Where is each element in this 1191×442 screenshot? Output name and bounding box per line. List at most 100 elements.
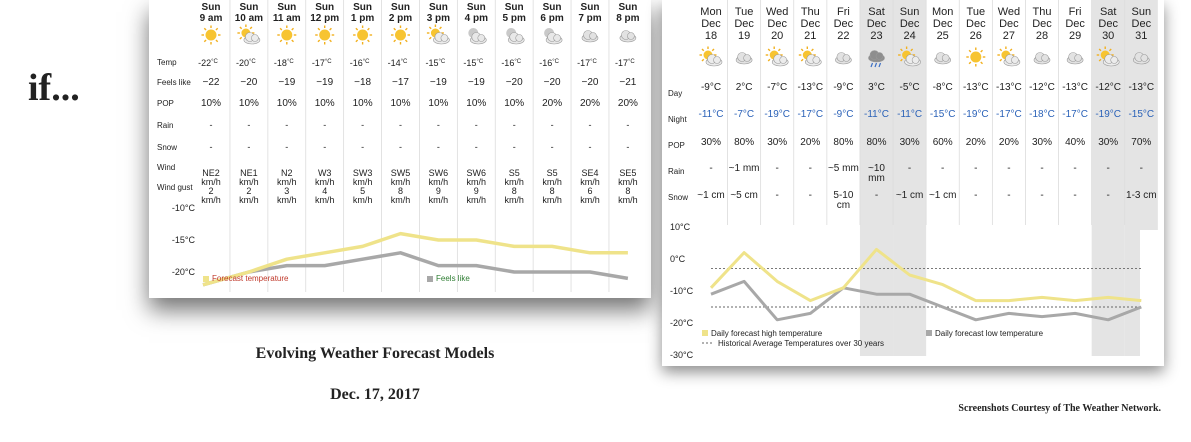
rain-unit: mm bbox=[868, 173, 885, 184]
night-temp-value: -17°C bbox=[797, 109, 823, 120]
pop-value: 30% bbox=[701, 137, 721, 148]
rain-value: - bbox=[626, 120, 629, 130]
temp-value: -17°C bbox=[577, 58, 597, 68]
y-tick-label: -20°C bbox=[670, 318, 694, 328]
month-label: Dec bbox=[1032, 18, 1052, 30]
feels-like-value: −19 bbox=[316, 77, 333, 88]
hour-day-label: Sun bbox=[618, 2, 637, 13]
snow-value: - bbox=[247, 142, 250, 152]
night-temp-value: -18°C bbox=[1029, 109, 1055, 120]
rain-value: - bbox=[709, 163, 712, 174]
rain-value: - bbox=[210, 120, 213, 130]
if-text: if... bbox=[28, 67, 80, 109]
forecast-temperature-line bbox=[202, 231, 628, 287]
month-label: Dec bbox=[900, 18, 920, 30]
date-label: 30 bbox=[1102, 30, 1114, 42]
snow-value: ~1 cm bbox=[896, 190, 924, 201]
gust-value: 3 bbox=[284, 186, 289, 196]
chart-edge bbox=[1140, 230, 1164, 356]
rain-value: - bbox=[1107, 163, 1110, 174]
hour-time-label: 2 pm bbox=[389, 13, 412, 24]
cloud-icon bbox=[581, 30, 599, 43]
pop-value: 30% bbox=[767, 137, 787, 148]
sun-icon bbox=[201, 25, 221, 45]
month-label: Dec bbox=[1132, 18, 1152, 30]
rain-value: - bbox=[437, 120, 440, 130]
pop-value: 80% bbox=[734, 137, 754, 148]
pop-value: 10% bbox=[277, 98, 297, 109]
day-temp-value: -5°C bbox=[900, 82, 920, 93]
sun-cloud-icon bbox=[237, 24, 261, 45]
date-label: 23 bbox=[870, 30, 882, 42]
night-temp-value: -7°C bbox=[734, 109, 754, 120]
day-of-week-label: Mon bbox=[700, 6, 721, 18]
date-label: 27 bbox=[1003, 30, 1015, 42]
moon-cloud-icon bbox=[468, 28, 487, 45]
day-of-week-label: Sun bbox=[1132, 6, 1152, 18]
pop-value: 10% bbox=[353, 98, 373, 109]
wind-unit: km/h bbox=[467, 177, 487, 187]
rain-value: - bbox=[247, 120, 250, 130]
wind-value: SW5 bbox=[391, 168, 411, 178]
gust-value: 6 bbox=[587, 186, 592, 196]
rain-value: - bbox=[1007, 163, 1010, 174]
pop-value: 10% bbox=[428, 98, 448, 109]
pop-value: 10% bbox=[315, 98, 335, 109]
row-label: Rain bbox=[157, 121, 173, 130]
temp-value: -17°C bbox=[615, 58, 635, 68]
pop-value: 20% bbox=[800, 137, 820, 148]
wind-value: N2 bbox=[281, 168, 293, 178]
cloud-icon bbox=[934, 52, 952, 65]
hour-day-label: Sun bbox=[543, 2, 562, 13]
wind-value: S5 bbox=[547, 168, 558, 178]
wind-unit: km/h bbox=[277, 177, 297, 187]
wind-unit: km/h bbox=[504, 177, 524, 187]
row-label: Day bbox=[668, 89, 682, 98]
hour-time-label: 11 am bbox=[273, 13, 301, 24]
row-label: POP bbox=[157, 99, 174, 108]
day-temp-value: -9°C bbox=[833, 82, 853, 93]
cloud-icon bbox=[1066, 52, 1084, 65]
night-temp-value: -9°C bbox=[833, 109, 853, 120]
pop-value: 20% bbox=[999, 137, 1019, 148]
rain-value: - bbox=[908, 163, 911, 174]
hour-time-label: 1 pm bbox=[351, 13, 374, 24]
temp-value: -15°C bbox=[426, 58, 446, 68]
hour-day-label: Sun bbox=[467, 2, 486, 13]
snow-value: cm bbox=[837, 200, 850, 211]
y-tick-label: -15°C bbox=[172, 235, 196, 245]
snow-value: ~1 cm bbox=[929, 190, 957, 201]
rain-value: - bbox=[589, 120, 592, 130]
legend-label-historical: Historical Average Temperatures over 30 … bbox=[718, 339, 884, 348]
day-of-week-label: Sat bbox=[1100, 6, 1117, 18]
gust-value: 2 bbox=[246, 186, 251, 196]
snow-value: ~1 cm bbox=[697, 190, 725, 201]
gust-value: 8 bbox=[512, 186, 517, 196]
month-label: Dec bbox=[1098, 18, 1118, 30]
row-label: POP bbox=[668, 141, 685, 150]
date-label: 31 bbox=[1135, 30, 1147, 42]
day-of-week-label: Fri bbox=[837, 6, 850, 18]
day-temp-value: -12°C bbox=[1095, 82, 1121, 93]
gust-value: 4 bbox=[322, 186, 327, 196]
pop-value: 10% bbox=[239, 98, 259, 109]
legend-swatch-feels bbox=[427, 276, 433, 282]
feels-like-value: −21 bbox=[619, 77, 636, 88]
pop-value: 10% bbox=[390, 98, 410, 109]
date-label: 18 bbox=[705, 30, 717, 42]
month-label: Dec bbox=[767, 18, 787, 30]
date-label: 21 bbox=[804, 30, 816, 42]
hour-time-label: 10 am bbox=[235, 13, 263, 24]
gust-unit: km/h bbox=[391, 195, 411, 205]
rain-value: - bbox=[361, 120, 364, 130]
hour-day-label: Sun bbox=[239, 2, 258, 13]
gust-unit: km/h bbox=[618, 195, 638, 205]
rain-value: - bbox=[285, 120, 288, 130]
snow-value: - bbox=[551, 142, 554, 152]
night-temp-value: -19°C bbox=[963, 109, 989, 120]
pop-value: 30% bbox=[1032, 137, 1052, 148]
hour-day-label: Sun bbox=[391, 2, 410, 13]
day-of-week-label: Sat bbox=[868, 6, 885, 18]
month-label: Dec bbox=[801, 18, 821, 30]
rain-value: - bbox=[776, 163, 779, 174]
